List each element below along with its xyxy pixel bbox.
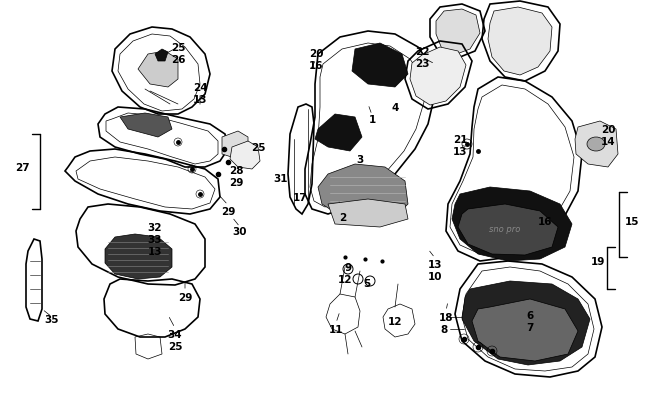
- Polygon shape: [436, 10, 480, 56]
- Text: 1: 1: [369, 115, 376, 125]
- Text: 11: 11: [329, 324, 343, 334]
- Text: 34: 34: [168, 329, 182, 339]
- Text: 29: 29: [229, 177, 243, 188]
- Text: 10: 10: [428, 271, 442, 281]
- Text: 29: 29: [178, 292, 192, 302]
- Text: 17: 17: [292, 192, 307, 202]
- Text: 15: 15: [625, 216, 639, 226]
- Text: 25: 25: [251, 143, 265, 153]
- Text: 7: 7: [526, 322, 534, 332]
- Polygon shape: [105, 234, 172, 279]
- Text: 21: 21: [453, 135, 467, 145]
- Text: 16: 16: [538, 216, 552, 226]
- Polygon shape: [488, 8, 552, 76]
- Text: 25: 25: [171, 43, 185, 53]
- Text: 25: 25: [168, 341, 182, 351]
- Text: 9: 9: [344, 262, 352, 272]
- Polygon shape: [138, 52, 178, 88]
- Text: 28: 28: [229, 166, 243, 175]
- Text: 33: 33: [148, 234, 162, 244]
- Text: 13: 13: [193, 95, 207, 105]
- Polygon shape: [410, 48, 466, 106]
- Text: sno pro: sno pro: [489, 225, 521, 234]
- Text: 26: 26: [171, 55, 185, 65]
- Polygon shape: [575, 122, 618, 168]
- Text: 19: 19: [591, 256, 605, 266]
- Text: 2: 2: [339, 213, 346, 222]
- Text: 18: 18: [439, 312, 453, 322]
- Text: 31: 31: [274, 174, 288, 183]
- Text: 22: 22: [415, 47, 429, 57]
- Polygon shape: [472, 299, 578, 361]
- Polygon shape: [230, 142, 260, 170]
- Text: 29: 29: [221, 207, 235, 216]
- Polygon shape: [155, 50, 168, 62]
- Polygon shape: [452, 188, 572, 261]
- Text: 5: 5: [363, 278, 370, 288]
- Text: 13: 13: [428, 259, 442, 269]
- Polygon shape: [328, 200, 408, 228]
- Ellipse shape: [587, 138, 605, 151]
- Text: 8: 8: [441, 324, 448, 334]
- Text: 23: 23: [415, 59, 429, 69]
- Polygon shape: [120, 114, 172, 138]
- Text: 16: 16: [309, 61, 323, 71]
- Text: 24: 24: [192, 83, 207, 93]
- Polygon shape: [318, 164, 408, 222]
- Text: 4: 4: [391, 103, 398, 113]
- Text: 12: 12: [388, 316, 402, 326]
- Text: 20: 20: [309, 49, 323, 59]
- Polygon shape: [458, 205, 558, 256]
- Text: 6: 6: [526, 310, 534, 320]
- Text: 30: 30: [233, 226, 247, 237]
- Polygon shape: [222, 132, 248, 160]
- Text: 12: 12: [338, 274, 352, 284]
- Text: 14: 14: [601, 136, 616, 147]
- Text: 32: 32: [148, 222, 162, 232]
- Text: 13: 13: [148, 246, 162, 256]
- Polygon shape: [462, 281, 590, 365]
- Polygon shape: [352, 44, 408, 88]
- Polygon shape: [315, 115, 362, 151]
- Text: 35: 35: [45, 314, 59, 324]
- Text: 20: 20: [601, 125, 616, 135]
- Text: 3: 3: [356, 155, 363, 164]
- Text: 27: 27: [15, 162, 29, 173]
- Text: 13: 13: [453, 147, 467, 157]
